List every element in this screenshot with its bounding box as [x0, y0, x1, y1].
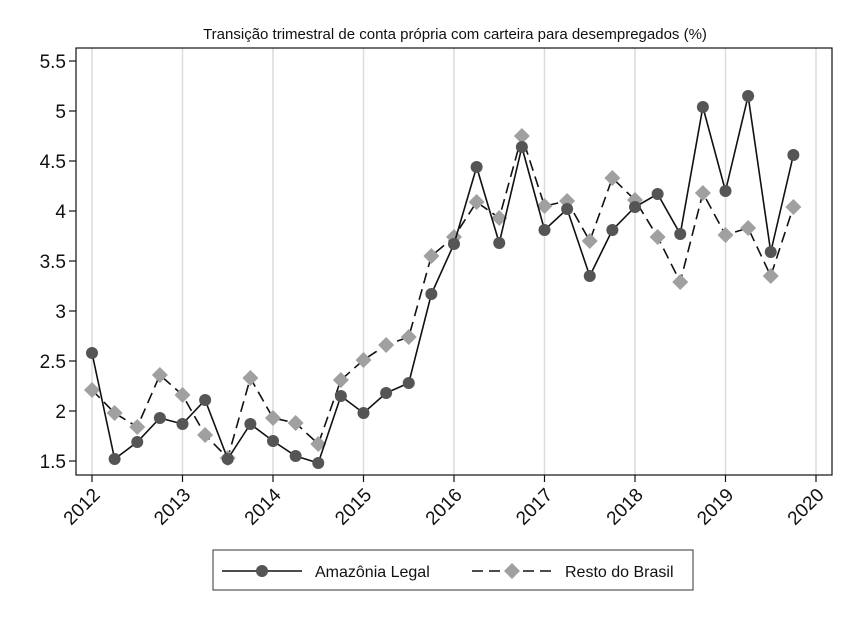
data-point — [651, 188, 664, 200]
data-point — [334, 390, 347, 402]
data-point — [764, 246, 777, 258]
data-point — [151, 367, 168, 383]
data-point — [400, 329, 417, 345]
data-point — [332, 372, 349, 388]
y-tick-label: 4 — [55, 202, 66, 223]
data-point — [425, 288, 438, 300]
data-point — [221, 453, 234, 465]
data-point — [604, 170, 621, 186]
legend-item: Resto do Brasil — [472, 563, 674, 581]
data-point — [536, 198, 553, 214]
data-point — [355, 352, 372, 368]
legend: Amazônia Legal Resto do Brasil — [212, 549, 694, 591]
legend-marker — [504, 563, 520, 579]
data-point — [762, 268, 779, 284]
data-point — [199, 394, 212, 406]
data-point — [491, 210, 508, 226]
x-tick-label: 2018 — [603, 485, 648, 530]
data-point — [106, 405, 123, 421]
data-point — [380, 387, 393, 399]
data-point — [561, 203, 574, 215]
data-point — [197, 427, 214, 443]
legend-label: Resto do Brasil — [565, 564, 674, 581]
data-point — [787, 149, 800, 161]
data-point — [470, 161, 483, 173]
data-point — [448, 238, 460, 250]
data-point — [423, 248, 440, 264]
data-point — [468, 194, 485, 210]
y-tick-label: 3.5 — [40, 252, 66, 273]
series-line — [91, 95, 795, 464]
data-point — [742, 90, 755, 102]
data-point — [515, 141, 528, 153]
x-tick-label: 2013 — [150, 485, 195, 530]
series-amazonia-legal — [86, 90, 800, 469]
data-point — [176, 418, 189, 430]
x-tick-label: 2017 — [512, 485, 557, 530]
data-point — [672, 274, 689, 290]
data-point — [538, 224, 551, 236]
x-tick-label: 2019 — [693, 485, 738, 530]
data-point — [696, 101, 709, 113]
data-point — [629, 201, 641, 213]
grid-lines — [91, 48, 817, 475]
data-point — [174, 387, 191, 403]
data-point — [513, 128, 530, 144]
data-point — [402, 377, 415, 389]
y-tick-label: 2 — [55, 402, 66, 423]
data-point — [581, 233, 598, 249]
y-tick-label: 1.5 — [40, 452, 66, 473]
y-tick-label: 4.5 — [40, 152, 66, 173]
data-point — [108, 453, 121, 465]
data-point — [740, 220, 757, 236]
data-point — [289, 450, 302, 462]
data-point — [129, 419, 146, 435]
y-tick-label: 2.5 — [40, 352, 66, 373]
legend-item: Amazônia Legal — [222, 564, 430, 581]
data-point — [694, 185, 711, 201]
x-tick-label: 2015 — [331, 485, 376, 530]
series-layer — [84, 90, 802, 469]
data-point — [785, 199, 802, 215]
x-tick-label: 2012 — [60, 485, 105, 530]
data-point — [265, 410, 281, 426]
y-tick-label: 5.5 — [40, 52, 66, 73]
y-tick-label: 5 — [55, 102, 66, 123]
data-point — [84, 382, 100, 398]
data-point — [493, 237, 506, 249]
data-point — [717, 227, 734, 243]
data-point — [312, 457, 325, 469]
x-tick-label: 2016 — [422, 485, 467, 530]
chart-title: Transição trimestral de conta própria co… — [203, 26, 707, 43]
data-point — [719, 185, 732, 197]
data-point — [583, 270, 596, 282]
data-point — [242, 370, 259, 386]
data-point — [86, 347, 98, 359]
series-resto-do-brasil — [84, 128, 802, 466]
y-tick-label: 3 — [55, 302, 66, 323]
data-point — [287, 415, 304, 431]
axes: 1.5 2 2.5 3 3.5 4 4.5 5 5.5 2012 2013 2014 2015 2016 2… — [40, 47, 833, 530]
data-point — [310, 436, 327, 452]
data-point — [606, 224, 619, 236]
data-point — [674, 228, 687, 240]
data-point — [244, 418, 257, 430]
series-line — [91, 133, 795, 460]
data-point — [153, 412, 166, 424]
data-point — [378, 337, 395, 353]
data-point — [131, 436, 144, 448]
legend-marker — [256, 565, 268, 577]
x-tick-label: 2020 — [784, 485, 829, 530]
x-tick-label: 2014 — [241, 484, 286, 529]
data-point — [357, 407, 370, 419]
legend-box — [212, 549, 694, 591]
data-point — [649, 229, 666, 245]
legend-label: Amazônia Legal — [315, 564, 430, 581]
data-point — [267, 435, 279, 447]
